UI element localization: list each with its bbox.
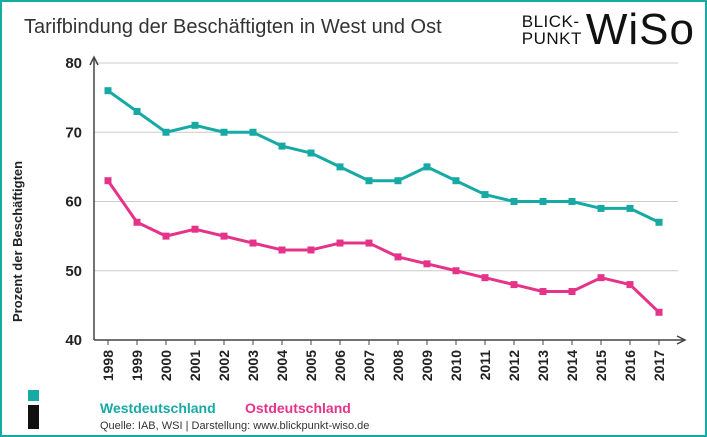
data-point-ost [162,232,170,240]
y-tick-label: 60 [65,194,82,211]
x-tick-label: 2009 [419,350,435,381]
data-point-ost [220,232,228,240]
data-point-west [597,204,605,212]
x-tick-label: 2002 [216,350,232,381]
data-point-ost [191,225,199,233]
x-tick-label: 2004 [274,350,290,381]
decor-square-teal [28,390,39,401]
series-line-ost [106,179,661,314]
y-tick-label: 80 [65,55,82,72]
data-point-ost [626,281,634,289]
data-point-west [104,87,112,95]
x-tick-label: 1998 [100,350,116,381]
x-tick-label: 2007 [361,350,377,381]
source-note: Quelle: IAB, WSI | Darstellung: www.blic… [100,420,370,432]
brand-logo: BLICK- PUNKT WiSo [522,8,695,52]
data-point-ost [510,281,518,289]
data-point-ost [365,239,373,247]
x-tick-label: 2015 [593,350,609,381]
x-tick-label: 2014 [564,350,580,381]
data-point-ost [423,260,431,268]
logo-line-1: BLICK- [521,12,580,31]
data-point-ost [568,288,576,296]
data-point-west [365,177,373,185]
data-point-ost [394,253,402,261]
data-point-ost [597,274,605,282]
data-point-west [568,198,576,205]
data-point-west [452,177,460,185]
legend-west: Westdeutschland [100,400,216,416]
data-point-ost [452,267,460,275]
data-point-west [655,218,663,226]
data-point-ost [481,274,489,282]
x-tick-label: 2005 [303,350,319,381]
data-point-west [220,128,228,136]
decor-square-dark [28,405,39,429]
data-point-west [336,163,344,171]
data-point-ost [249,239,257,247]
data-point-west [626,204,634,212]
x-tick-label: 2012 [506,350,522,381]
x-tick-label: 2011 [477,350,493,381]
legend-ost: Ostdeutschland [245,400,351,416]
x-tick-label: 2016 [622,350,638,381]
data-point-west [278,142,286,150]
data-point-west [191,121,199,129]
x-tick-label: 2008 [390,350,406,381]
x-tick-label: 2003 [245,350,261,381]
x-tick-label: 2017 [651,350,667,381]
data-point-west [423,163,431,171]
data-point-west [539,198,547,205]
logo-brand: WiSo [585,5,695,54]
x-tick-label: 2010 [448,350,464,381]
data-point-ost [307,246,315,254]
data-point-west [481,191,489,199]
series-line-west [107,89,660,224]
y-tick-label: 70 [65,124,82,141]
chart-title: Tarifbindung der Beschäftigten in West u… [24,16,442,38]
data-point-west [162,128,170,136]
x-tick-label: 2006 [332,350,348,381]
data-point-west [249,128,257,136]
x-tick-label: 2001 [187,350,203,381]
x-tick-label: 2000 [158,350,174,381]
y-tick-label: 50 [65,263,82,280]
logo-small-text: BLICK- PUNKT [522,13,582,47]
data-point-ost [104,177,112,185]
logo-line-2: PUNKT [521,29,582,48]
data-point-west [307,149,315,157]
y-tick-label: 40 [65,332,82,349]
x-tick-label: 1999 [129,350,145,381]
data-point-ost [133,218,141,226]
x-tick-label: 2013 [535,350,551,381]
data-point-ost [539,288,547,296]
data-point-ost [336,239,344,247]
data-point-west [510,198,518,205]
data-point-ost [655,308,663,316]
data-point-west [394,177,402,185]
data-point-west [133,107,141,115]
y-axis-arrow [89,55,99,66]
data-point-ost [278,246,286,254]
x-axis-arrow [676,335,687,345]
